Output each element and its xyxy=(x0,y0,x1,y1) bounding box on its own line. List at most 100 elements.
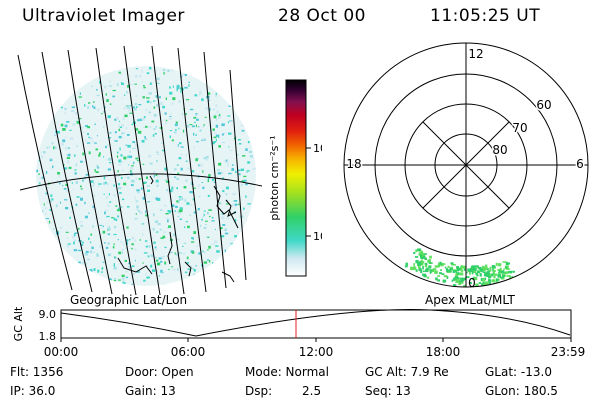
emission-pixel xyxy=(87,133,89,136)
emission-pixel xyxy=(211,142,215,145)
emission-pixel xyxy=(142,262,144,264)
emission-pixel xyxy=(195,141,199,143)
emission-pixel xyxy=(246,219,248,222)
emission-pixel xyxy=(202,138,206,142)
emission-pixel xyxy=(129,170,132,172)
emission-pixel xyxy=(142,96,145,99)
aurora-pixel xyxy=(420,259,423,263)
emission-pixel xyxy=(164,261,167,265)
emission-pixel xyxy=(90,233,93,236)
emission-pixel xyxy=(187,167,190,170)
aurora-pixel xyxy=(423,255,426,259)
emission-pixel xyxy=(75,203,78,206)
emission-pixel xyxy=(117,215,120,218)
emission-pixel xyxy=(215,138,217,142)
aurora-pixel xyxy=(507,281,511,284)
emission-pixel xyxy=(56,179,58,182)
emission-pixel xyxy=(146,72,150,75)
emission-pixel xyxy=(88,151,91,155)
emission-pixel xyxy=(118,124,120,128)
aurora-pixel xyxy=(499,267,502,271)
emission-pixel xyxy=(203,213,205,217)
emission-pixel xyxy=(105,145,107,149)
emission-pixel xyxy=(129,239,131,241)
emission-pixel xyxy=(96,135,98,137)
emission-pixel xyxy=(137,145,140,148)
aurora-pixel xyxy=(483,273,487,277)
emission-pixel xyxy=(153,106,156,109)
emission-pixel xyxy=(131,284,133,286)
emission-pixel xyxy=(215,104,218,107)
emission-pixel xyxy=(147,201,151,203)
emission-pixel xyxy=(118,183,121,186)
emission-pixel xyxy=(116,117,119,120)
emission-pixel xyxy=(78,227,80,230)
aurora-pixel xyxy=(424,264,428,268)
emission-pixel xyxy=(121,249,124,251)
emission-pixel xyxy=(126,105,129,107)
aurora-pixel xyxy=(428,259,431,262)
aurora-pixel xyxy=(455,273,458,276)
aurora-pixel xyxy=(421,261,425,264)
emission-pixel xyxy=(230,207,232,210)
emission-pixel xyxy=(225,203,230,205)
emission-pixel xyxy=(103,182,106,185)
emission-pixel xyxy=(121,82,124,85)
aurora-pixel xyxy=(432,268,437,271)
emission-pixel xyxy=(169,113,172,115)
emission-pixel xyxy=(237,139,241,141)
time-tick-0000: 00:00 xyxy=(44,345,79,359)
emission-pixel xyxy=(238,169,241,172)
emission-pixel xyxy=(213,141,216,143)
aurora-pixel xyxy=(456,266,459,269)
aurora-pixel xyxy=(440,262,444,267)
emission-pixel xyxy=(133,161,135,164)
aurora-pixel xyxy=(446,276,449,279)
aurora-pixel xyxy=(454,270,457,273)
emission-pixel xyxy=(84,215,88,219)
emission-pixel xyxy=(82,152,85,156)
emission-pixel xyxy=(191,125,195,128)
emission-pixel xyxy=(154,246,157,249)
aurora-pixel xyxy=(490,284,494,287)
emission-pixel xyxy=(99,245,102,249)
emission-pixel xyxy=(152,269,156,272)
emission-pixel xyxy=(45,192,48,195)
emission-pixel xyxy=(147,189,150,192)
emission-pixel xyxy=(175,121,178,124)
emission-pixel xyxy=(203,157,207,160)
emission-pixel xyxy=(243,179,247,182)
emission-pixel xyxy=(49,209,52,211)
emission-pixel xyxy=(174,123,178,127)
emission-pixel xyxy=(186,261,189,264)
emission-pixel xyxy=(97,185,100,187)
emission-pixel xyxy=(109,132,112,134)
emission-pixel xyxy=(153,241,156,244)
aurora-pixel xyxy=(489,268,492,272)
emission-pixel xyxy=(202,186,205,190)
emission-pixel xyxy=(215,94,217,98)
emission-pixel xyxy=(113,263,115,267)
emission-pixel xyxy=(207,179,209,183)
emission-pixel xyxy=(80,185,82,188)
emission-pixel xyxy=(131,165,134,167)
emission-pixel xyxy=(159,102,163,105)
aurora-pixel xyxy=(420,269,423,273)
emission-pixel xyxy=(136,160,139,162)
emission-pixel xyxy=(66,244,70,248)
emission-pixel xyxy=(51,198,54,201)
emission-pixel xyxy=(63,181,66,183)
aurora-pixel xyxy=(472,267,477,271)
emission-pixel xyxy=(163,119,165,121)
emission-pixel xyxy=(145,176,148,179)
emission-pixel xyxy=(176,238,180,241)
emission-pixel xyxy=(155,259,159,262)
emission-pixel xyxy=(68,147,70,149)
aurora-pixel xyxy=(439,261,442,266)
emission-pixel xyxy=(159,209,163,211)
emission-pixel xyxy=(72,123,76,126)
emission-pixel xyxy=(180,153,183,156)
aurora-pixel xyxy=(460,267,463,271)
aurora-pixel xyxy=(503,268,505,271)
emission-pixel xyxy=(197,208,200,211)
